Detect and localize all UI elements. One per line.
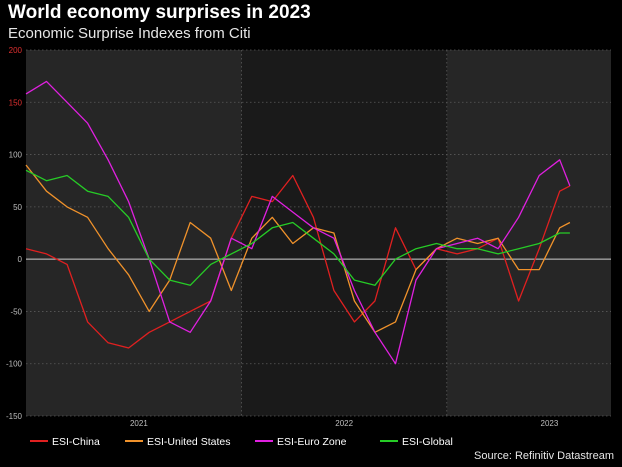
legend-label: ESI-United States: [147, 436, 230, 448]
x-tick-label: 2023: [541, 419, 559, 428]
plot-band-0: [26, 50, 242, 416]
x-tick-label: 2022: [335, 419, 353, 428]
y-tick-label: 50: [13, 203, 22, 212]
chart-subtitle: Economic Surprise Indexes from Citi: [8, 25, 251, 42]
chart-title: World economy surprises in 2023: [8, 2, 311, 23]
y-tick-label: 100: [9, 151, 23, 160]
y-tick-label: -150: [6, 412, 23, 421]
plot-band-2: [446, 50, 611, 416]
legend-label: ESI-Euro Zone: [277, 436, 347, 448]
series-line-esi-euro-zone: [25, 80, 571, 365]
legend-label: ESI-Global: [402, 436, 453, 448]
y-tick-label: 200: [9, 46, 23, 55]
y-tick-label: -100: [6, 360, 23, 369]
y-tick-label: 0: [18, 255, 23, 264]
x-tick-label: 2021: [130, 419, 148, 428]
series-line-esi-global: [25, 169, 570, 286]
source-note: Source: Refinitiv Datastream: [474, 450, 614, 462]
plot-band-1: [241, 50, 447, 416]
y-tick-label: 150: [9, 98, 23, 107]
y-tick-label: -50: [10, 307, 22, 316]
series-line-esi-united-states: [25, 164, 571, 333]
legend-label: ESI-China: [52, 436, 100, 448]
